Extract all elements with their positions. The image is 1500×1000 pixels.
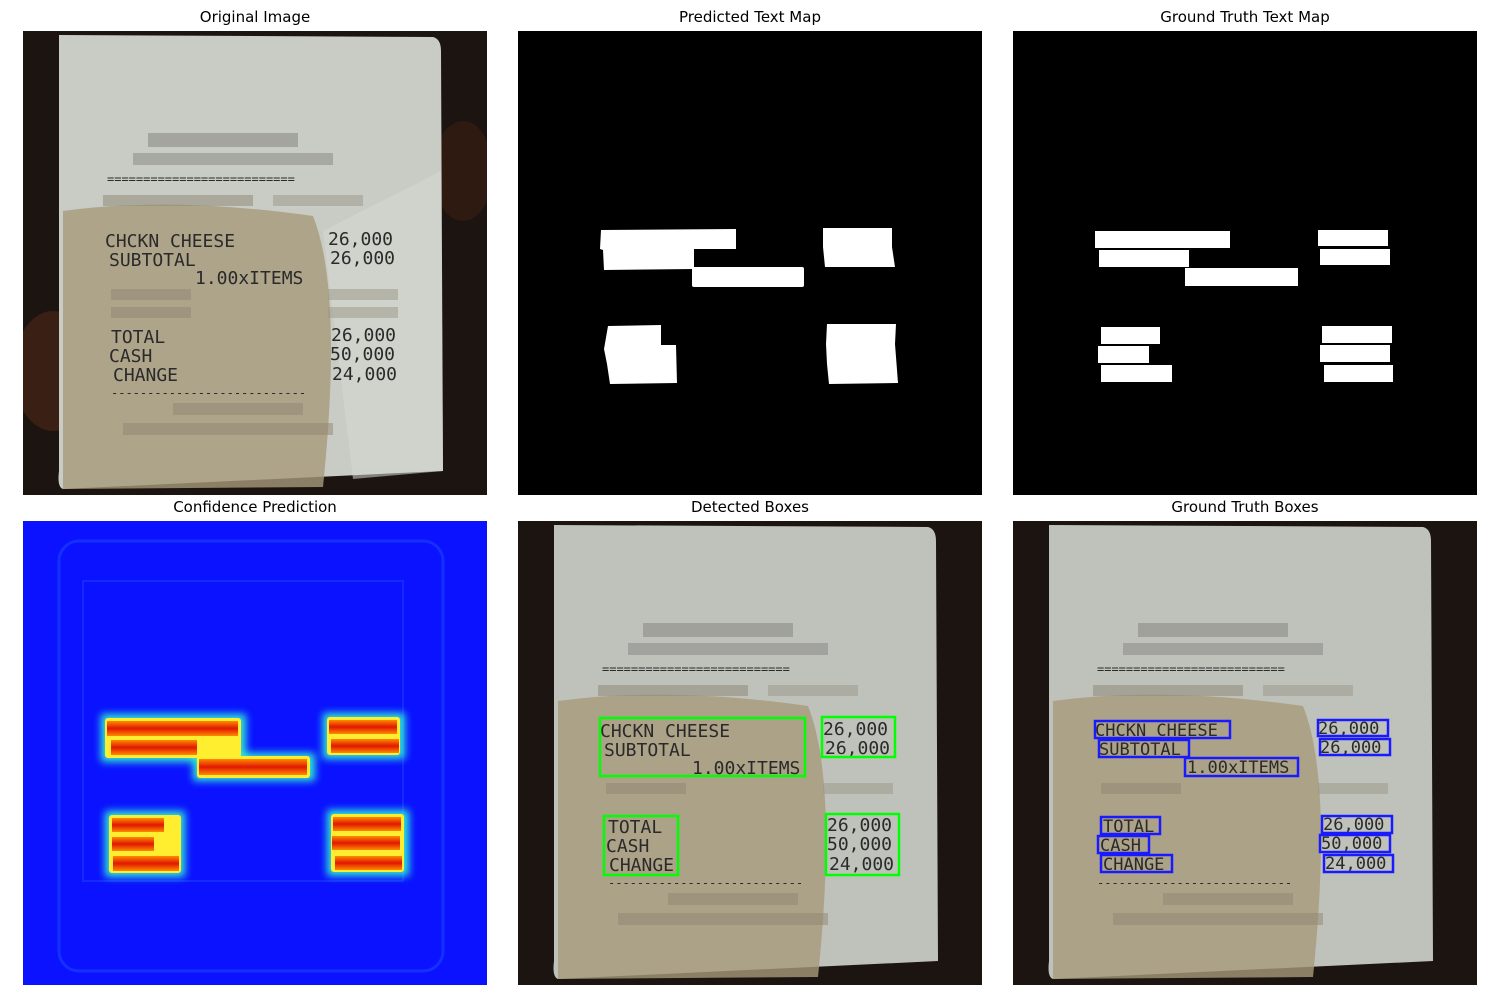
gt-boxes-title: Ground Truth Boxes [1171,498,1319,516]
confidence-heatmap [23,521,487,985]
gt-region [1320,249,1390,265]
gt-box [1096,834,1151,855]
separator-bottom: --------------------------- [1097,876,1292,890]
receipt-line-value: 26,000 [330,248,395,269]
receipt-line-value: 26,000 [825,738,890,759]
receipt-line-label: CASH [606,836,649,857]
confidence-hotspot [331,739,399,753]
predicted-region [826,324,898,384]
gt-region [1101,327,1160,344]
gt-box [1097,738,1191,759]
receipt-line-label: CHCKN CHEESE [600,721,730,742]
receipt-line-label: 1.00xITEMS [1187,758,1289,778]
separator-top: ========================== [602,662,790,676]
gt-box [1099,853,1174,874]
receipt-line-label: SUBTOTAL [604,740,691,761]
receipt-line-label: TOTAL [608,817,662,838]
gt-box [1318,737,1392,757]
gt-region [1318,230,1388,246]
receipt-photo: ========================== CHCKN CHEESE … [23,31,487,495]
gt-box [1093,719,1232,740]
detected-box [824,812,901,877]
receipt-line-value: 24,000 [829,854,894,875]
gt-box [1183,756,1300,778]
gt-box [1099,815,1162,836]
confidence-hotspot [112,837,154,851]
receipt-line-value: 26,000 [1320,738,1381,758]
receipt-line-value: 26,000 [1318,719,1379,739]
receipt-line-label: 1.00xITEMS [195,268,303,289]
confidence-hotspot [333,817,401,831]
gt-box [1320,814,1394,835]
gt-region [1324,365,1393,382]
gt-boxes-image: ========================== CHCKN CHEESE … [1013,521,1477,985]
receipt-line-label: CHCKN CHEESE [1095,721,1218,741]
receipt-line-value: 24,000 [332,364,397,385]
confidence-hotspot [199,759,307,775]
confidence-hotspot [332,836,400,850]
separator-top: ========================== [107,172,295,186]
confidence-hotspot [113,856,179,871]
gt-box [1322,853,1395,874]
predicted-region [692,267,804,287]
predicted-text-map [518,31,982,495]
confidence-hotspot [329,720,397,734]
confidence-hotspot [112,818,164,832]
receipt-line-value: 26,000 [331,325,396,346]
receipt-line-label: CHANGE [1103,855,1164,875]
predicted-region [823,228,895,267]
gt-region [1099,250,1189,267]
detected-boxes-image: ========================== CHCKN CHEESE … [518,521,982,985]
gt-region [1101,365,1172,382]
predicted-map-title: Predicted Text Map [679,8,821,26]
receipt-line-value: 50,000 [827,834,892,855]
receipt-line-value: 50,000 [1321,834,1382,854]
gt-region [1098,346,1149,363]
separator-bottom: --------------------------- [111,386,306,400]
predicted-region [604,325,677,384]
detected-box [820,715,897,759]
detected-box [602,814,680,877]
receipt-line-value: 26,000 [823,719,888,740]
original-image-panel: ========================== CHCKN CHEESE … [23,31,487,495]
detected-box [598,716,807,778]
gt-region [1185,268,1298,286]
confidence-hotspot [107,721,238,736]
receipt-line-label: TOTAL [1103,817,1154,837]
confidence-hotspot [111,740,197,755]
receipt-line-label: TOTAL [111,327,165,348]
original-title: Original Image [199,8,311,26]
detected-boxes-panel: ========================== CHCKN CHEESE … [518,521,982,985]
receipt-line-value: 50,000 [330,344,395,365]
gt-region [1322,326,1392,343]
receipt-line-label: SUBTOTAL [109,250,196,271]
receipt-line-label: CHANGE [609,855,674,876]
receipt-line-value: 24,000 [1325,854,1386,874]
predicted-text-map-panel [518,31,982,495]
detected-title: Detected Boxes [690,498,809,516]
confidence-title: Confidence Prediction [173,498,337,516]
separator-top: ========================== [1097,662,1285,676]
receipt-line-label: CHANGE [113,365,178,386]
receipt-line-value: 26,000 [328,229,393,250]
receipt-line-label: CHCKN CHEESE [105,231,235,252]
receipt-line-label: CASH [1100,836,1141,856]
gt-text-map-panel [1013,31,1477,495]
receipt-line-label: 1.00xITEMS [692,758,800,779]
confidence-panel [23,521,487,985]
gt-box [1318,833,1392,854]
receipt-line-label: SUBTOTAL [1099,740,1181,760]
gt-region [1320,345,1390,362]
receipt-line-value: 26,000 [1323,815,1384,835]
gt-region [1095,231,1230,248]
predicted-region [600,229,736,270]
separator-bottom: --------------------------- [608,876,803,890]
gt-box [1316,718,1390,738]
gt-text-map [1013,31,1477,495]
confidence-hotspot [335,856,402,870]
gt-map-title: Ground Truth Text Map [1160,8,1330,26]
receipt-line-label: CASH [109,346,152,367]
gt-boxes-panel: ========================== CHCKN CHEESE … [1013,521,1477,985]
receipt-line-value: 26,000 [827,815,892,836]
